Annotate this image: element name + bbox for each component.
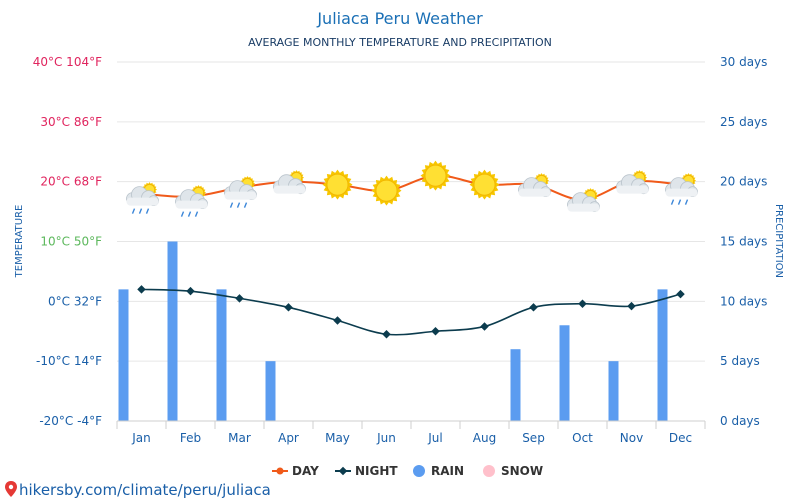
sun-cloud-rain-icon: [175, 185, 208, 217]
sun-icon: [322, 169, 353, 200]
x-tick-label: Nov: [620, 431, 643, 445]
night-point: [431, 327, 440, 336]
night-point: [284, 303, 293, 312]
x-tick-label: Sep: [522, 431, 545, 445]
left-tick-label: -10°C 14°F: [36, 354, 102, 368]
legend-label: NIGHT: [355, 464, 398, 478]
rain-bars: [118, 241, 668, 421]
x-tick-label: Feb: [180, 431, 201, 445]
right-tick-label: 20 days: [720, 175, 767, 189]
rain-bar: [559, 325, 570, 421]
night-point: [382, 329, 391, 339]
x-tick-label: Jul: [427, 431, 442, 445]
x-tick-label: Apr: [278, 431, 299, 445]
night-point: [186, 286, 195, 296]
legend: DAY NIGHT RAIN SNOW: [272, 464, 543, 478]
x-tick-label: Mar: [228, 431, 251, 445]
right-tick-label: 5 days: [720, 354, 760, 368]
x-tick-label: Dec: [669, 431, 692, 445]
rain-bar: [118, 289, 129, 421]
legend-item-rain[interactable]: RAIN: [413, 464, 464, 478]
left-tick-label: -20°C -4°F: [39, 414, 102, 428]
left-tick-label: 20°C 68°F: [40, 175, 102, 189]
sun-cloud-rain-icon: [665, 173, 698, 205]
legend-label: SNOW: [501, 464, 543, 478]
right-tick-label: 25 days: [720, 115, 767, 129]
sun-icon: [420, 160, 451, 191]
rain-bar: [167, 241, 178, 421]
footer: hikersby.com/climate/peru/juliaca: [5, 481, 271, 499]
weather-icons: [126, 160, 698, 217]
right-axis-label: PRECIPITATION: [773, 204, 784, 278]
sun-cloud-icon: [273, 170, 306, 195]
left-axis-label: TEMPERATURE: [14, 205, 25, 279]
sun-cloud-rain-icon: [126, 182, 159, 214]
right-tick-label: 30 days: [720, 55, 767, 69]
x-tick-label: Aug: [473, 431, 496, 445]
x-tick-label: Oct: [572, 431, 593, 445]
chart-title: Juliaca Peru Weather: [316, 9, 483, 28]
footer-url[interactable]: hikersby.com/climate/peru/juliaca: [19, 481, 271, 499]
sun-icon: [371, 175, 402, 206]
rain-bar: [657, 289, 668, 421]
sun-cloud-icon: [616, 170, 649, 195]
left-tick-label: 10°C 50°F: [40, 235, 102, 249]
right-tick-label: 0 days: [720, 414, 760, 428]
sun-cloud-icon: [567, 188, 600, 213]
day-line: [141, 174, 681, 201]
rain-bar: [265, 361, 276, 421]
sun-cloud-rain-icon: [224, 176, 257, 208]
night-point: [676, 289, 685, 299]
night-point: [627, 301, 636, 311]
night-point: [578, 299, 587, 308]
left-tick-label: 0°C 32°F: [48, 294, 102, 308]
x-tick-label: May: [325, 431, 350, 445]
rain-bar: [510, 349, 521, 421]
night-point: [529, 303, 538, 312]
night-point: [333, 316, 342, 325]
legend-item-snow[interactable]: SNOW: [483, 464, 543, 478]
left-tick-label: 40°C 104°F: [33, 55, 102, 69]
rain-bar: [216, 289, 227, 421]
night-point: [137, 285, 146, 294]
right-tick-label: 15 days: [720, 235, 767, 249]
legend-item-night[interactable]: NIGHT: [335, 464, 398, 478]
legend-item-day[interactable]: DAY: [272, 464, 319, 478]
chart-subtitle: AVERAGE MONTHLY TEMPERATURE AND PRECIPIT…: [248, 36, 552, 49]
x-tick-label: Jan: [131, 431, 151, 445]
sun-cloud-icon: [518, 173, 551, 198]
night-point: [235, 294, 244, 303]
rain-bar: [608, 361, 619, 421]
x-tick-label: Jun: [376, 431, 396, 445]
left-tick-label: 30°C 86°F: [40, 115, 102, 129]
location-pin-icon: [5, 481, 17, 497]
night-point: [480, 322, 489, 331]
right-tick-label: 10 days: [720, 294, 767, 308]
legend-label: RAIN: [431, 464, 464, 478]
axes: 40°C 104°F 30°C 86°F 20°C 68°F 10°C 50°F 0°C…: [33, 55, 768, 445]
sun-icon: [469, 169, 500, 200]
legend-label: DAY: [292, 464, 319, 478]
